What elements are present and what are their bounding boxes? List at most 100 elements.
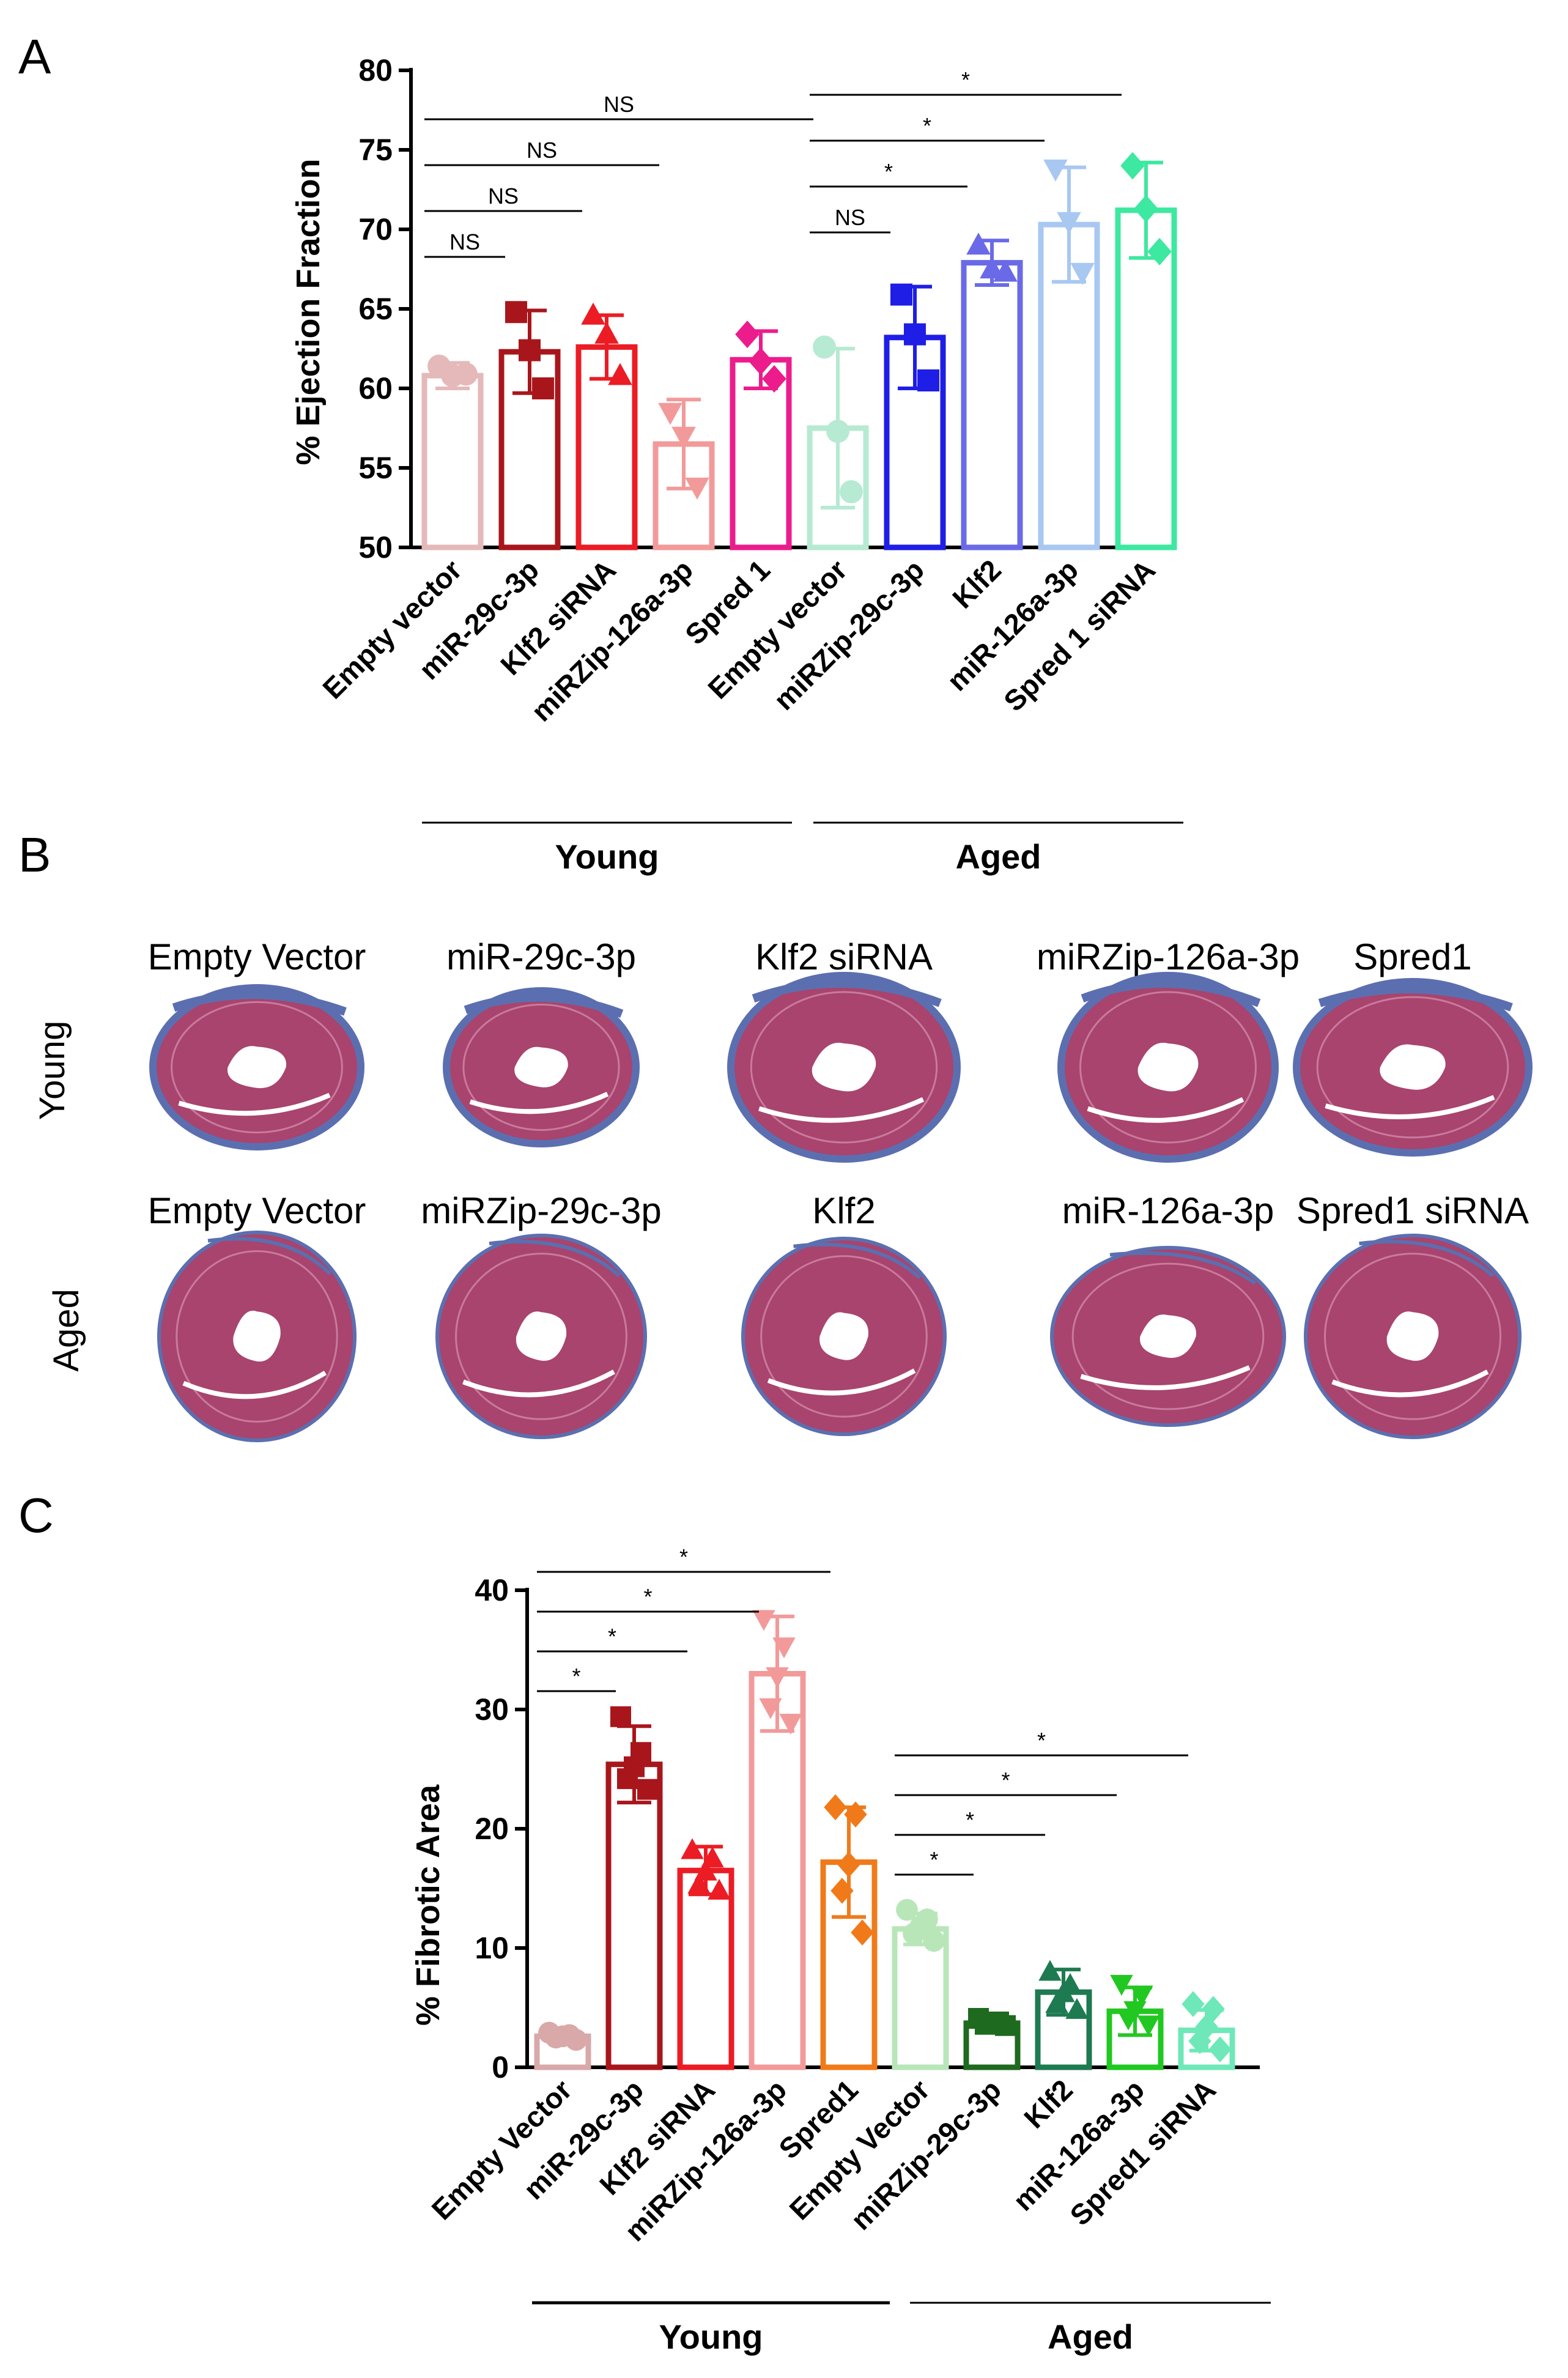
data-point <box>1182 1991 1205 2017</box>
group-label: Young <box>555 837 659 876</box>
ventricle-lumen <box>233 1311 281 1362</box>
y-tick-label: 10 <box>475 1931 509 1965</box>
data-point <box>1110 1975 1133 1996</box>
data-point <box>923 1930 945 1952</box>
data-point <box>904 323 926 346</box>
fibrotic-region <box>1109 1251 1257 1285</box>
data-point <box>980 256 1004 279</box>
data-point <box>1043 159 1068 182</box>
data-point <box>505 301 527 324</box>
panel-letter-b: B <box>18 828 51 882</box>
heart-section-image <box>727 972 961 1163</box>
data-point <box>685 477 709 500</box>
data-point <box>890 283 912 306</box>
y-tick-label: 75 <box>358 133 393 167</box>
data-point <box>1045 1992 1068 2013</box>
ventricle-lumen <box>1380 1044 1446 1090</box>
ventricle-gap <box>462 1369 615 1398</box>
significance-label: * <box>961 67 970 92</box>
significance-label: * <box>884 159 893 184</box>
data-point <box>766 1667 789 1688</box>
tissue-texture <box>1324 1253 1501 1420</box>
data-point <box>1188 2028 1211 2054</box>
data-point <box>844 1801 867 1828</box>
panel-letter-a: A <box>18 29 51 84</box>
histology-panel: Young Aged Empty Vector miR-29c-3p Klf2 si… <box>32 936 1533 1442</box>
fibrotic-region <box>1318 985 1513 1012</box>
y-tick-label: 20 <box>475 1812 509 1846</box>
data-point <box>749 347 773 376</box>
ventricle-gap <box>1331 1369 1489 1398</box>
data-point <box>903 1922 925 1945</box>
data-point <box>708 1878 731 1900</box>
histology-label: Empty Vector <box>148 1190 366 1231</box>
data-point <box>594 321 619 344</box>
histology-label: Spred1 <box>1353 936 1471 977</box>
histology-label: miRZip-29c-3p <box>421 1190 661 1231</box>
ventricle-gap <box>1080 1365 1251 1390</box>
ventricle-gap <box>758 1097 925 1123</box>
data-point <box>1137 2015 1160 2037</box>
data-point <box>851 1919 874 1946</box>
significance-label: NS <box>604 92 634 117</box>
histology-row-label-young: Young <box>32 1021 72 1120</box>
heart-section-image <box>435 1234 647 1439</box>
heart-section-image <box>741 1237 947 1436</box>
heart-section-image <box>1293 978 1533 1157</box>
fibrotic-region <box>207 1237 332 1276</box>
tissue-texture <box>1316 996 1509 1139</box>
data-point <box>532 377 554 399</box>
data-point <box>917 369 939 391</box>
heart-section-image <box>443 987 640 1147</box>
fibrotic-region <box>793 1242 921 1280</box>
ventricle-lumen <box>812 1042 876 1092</box>
significance-label: * <box>608 1624 616 1649</box>
data-point <box>1117 2009 1140 2031</box>
panel-letter-c: C <box>18 1488 54 1543</box>
fibrotic-region <box>1359 1240 1495 1278</box>
ventricle-lumen <box>516 1311 567 1361</box>
ventricle-lumen <box>1137 1042 1199 1092</box>
tissue-texture <box>1071 1262 1265 1410</box>
data-point <box>1057 212 1081 234</box>
data-point <box>759 1698 782 1719</box>
data-point <box>519 339 541 361</box>
significance-label: NS <box>835 205 865 230</box>
data-point <box>762 365 786 393</box>
data-point <box>671 426 696 449</box>
significance-label: * <box>923 113 931 138</box>
data-point <box>830 1878 854 1904</box>
data-point <box>1065 1998 1089 2019</box>
data-point <box>813 335 836 359</box>
tissue-texture <box>171 1001 343 1134</box>
ventricle-lumen <box>819 1312 868 1360</box>
data-point <box>1147 237 1172 265</box>
ventricle-gap <box>178 1092 331 1116</box>
data-point <box>993 259 1018 282</box>
data-point <box>454 362 478 386</box>
data-point <box>1130 1985 1153 2007</box>
y-tick-label: 70 <box>358 212 393 246</box>
data-point <box>617 1768 638 1790</box>
significance-label: * <box>1001 1768 1010 1793</box>
data-point <box>610 1706 631 1727</box>
significance-label: * <box>679 1544 688 1569</box>
y-tick-label: 60 <box>358 371 393 406</box>
histology-label: miR-29c-3p <box>446 936 636 977</box>
ventricle-gap <box>767 1368 916 1396</box>
tissue-texture <box>1079 991 1257 1144</box>
histology-label: Empty Vector <box>148 936 366 977</box>
data-point <box>1208 2036 1232 2062</box>
data-point <box>1038 1960 1062 1981</box>
heart-section-image <box>1050 1246 1286 1427</box>
data-point <box>826 420 849 443</box>
data-point <box>581 302 605 325</box>
tissue-texture <box>455 1253 627 1420</box>
data-point <box>687 1873 711 1894</box>
fibrotic-area-y-axis-label: % Fibrotic Area <box>410 1784 446 2026</box>
histology-label: Klf2 siRNA <box>755 936 933 977</box>
significance-label: * <box>966 1807 974 1832</box>
heart-section-image <box>1057 972 1279 1163</box>
data-point <box>896 1898 918 1921</box>
ventricle-lumen <box>514 1046 568 1087</box>
